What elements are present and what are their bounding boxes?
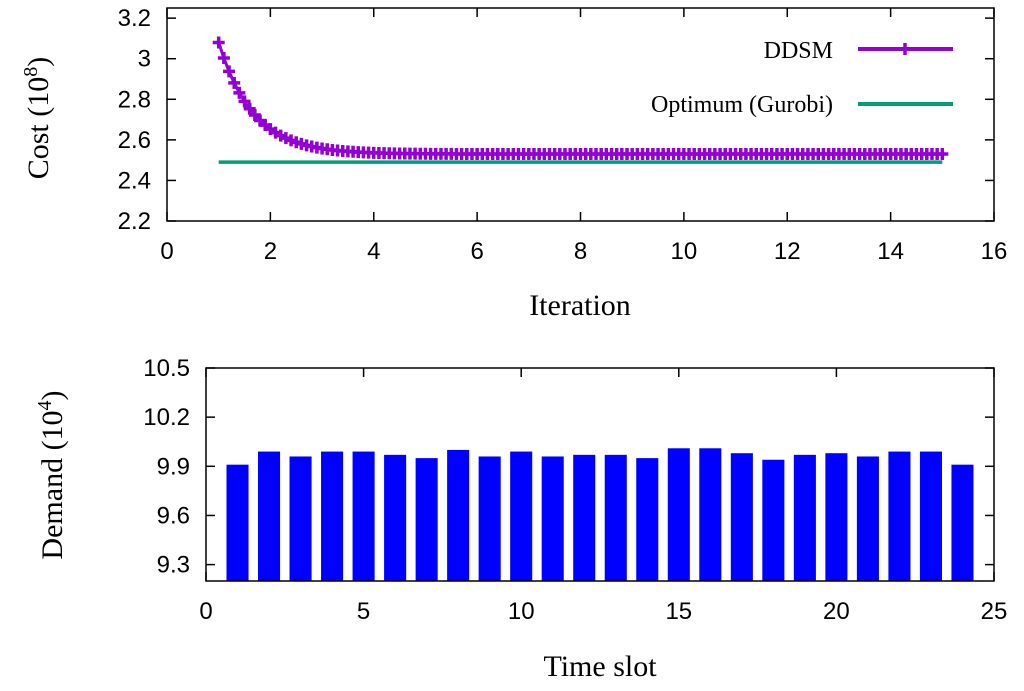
demand-bar [258, 451, 281, 581]
demand-chart: 0 5 10 15 20 25 9.3 9.6 9.9 10.2 10.5 Time slot De… [34, 355, 1007, 683]
demand-chart-frame [205, 367, 995, 582]
cost-y-axis-close: ) [22, 57, 55, 67]
y-tick-label: 9.6 [157, 502, 190, 529]
demand-bar [762, 459, 785, 581]
demand-bar [951, 464, 974, 581]
y-tick-label: 9.9 [157, 453, 190, 480]
demand-bar [226, 464, 249, 581]
demand-x-axis-title: Time slot [543, 650, 657, 683]
x-tick-label: 16 [981, 238, 1008, 265]
cost-chart-series [212, 36, 949, 164]
demand-bar [510, 451, 533, 581]
demand-chart-bars [226, 448, 974, 581]
y-tick-label: 2.2 [118, 208, 151, 235]
x-tick-label: 10 [671, 238, 698, 265]
y-tick-label: 2.4 [118, 167, 151, 194]
demand-bar [541, 456, 564, 581]
demand-y-axis-title: Demand (104) [34, 390, 69, 559]
demand-y-axis-exponent: 4 [34, 400, 56, 410]
ddsm-point [936, 148, 949, 161]
legend-marker-point [899, 43, 911, 55]
y-tick-label: 3.2 [118, 5, 151, 32]
x-tick-label: 4 [367, 238, 380, 265]
demand-bar [384, 454, 407, 581]
y-tick-label: 10.5 [143, 355, 190, 382]
demand-bar [289, 456, 312, 581]
y-tick-label: 10.2 [143, 404, 190, 431]
demand-bar [352, 451, 375, 581]
ddsm-point [238, 95, 251, 108]
x-tick-label: 15 [665, 598, 692, 625]
cost-chart: 0 2 4 6 8 10 12 14 16 2.2 2.4 2.6 2.8 3 3.2 DDSM Optim… [20, 5, 1007, 322]
cost-y-axis-title: Cost (108) [20, 57, 55, 180]
demand-bar [604, 454, 627, 581]
demand-bar [478, 456, 501, 581]
y-tick-label: 2.6 [118, 127, 151, 154]
y-tick-label: 2.8 [118, 86, 151, 113]
ddsm-line [217, 42, 943, 156]
x-tick-label: 20 [823, 598, 850, 625]
legend-marker-ddsm [899, 43, 911, 55]
x-tick-label: 14 [877, 238, 904, 265]
x-tick-label: 12 [774, 238, 801, 265]
ddsm-point [217, 52, 230, 65]
cost-chart-frame [166, 7, 995, 222]
x-tick-label: 10 [508, 598, 535, 625]
x-tick-label: 6 [470, 238, 483, 265]
cost-chart-ticks: 0 2 4 6 8 10 12 14 16 2.2 2.4 2.6 2.8 3 3.2 [118, 5, 1008, 265]
demand-bar [856, 456, 879, 581]
ddsm-point [212, 36, 225, 49]
demand-bar [636, 458, 659, 581]
x-tick-label: 5 [357, 598, 370, 625]
legend-label-ddsm: DDSM [764, 38, 833, 64]
ddsm-point [233, 86, 246, 99]
demand-bar [825, 453, 848, 581]
x-tick-label: 25 [981, 598, 1008, 625]
demand-bar [415, 458, 438, 581]
x-tick-label: 8 [574, 238, 587, 265]
x-tick-label: 0 [160, 238, 173, 265]
demand-bar [699, 448, 722, 581]
ddsm-point [223, 65, 236, 78]
x-tick-label: 2 [264, 238, 277, 265]
demand-chart-ticks: 0 5 10 15 20 25 9.3 9.6 9.9 10.2 10.5 [143, 355, 1007, 625]
y-tick-label: 3 [138, 46, 151, 73]
demand-bar [667, 448, 690, 581]
cost-chart-legend: DDSM Optimum (Gurobi) [651, 38, 953, 118]
demand-bar [573, 454, 596, 581]
y-tick-label: 9.3 [157, 552, 190, 579]
demand-y-axis-close: ) [36, 390, 69, 400]
demand-bar [730, 453, 753, 581]
x-tick-label: 0 [199, 598, 212, 625]
demand-bar [793, 454, 816, 581]
ddsm-point [243, 102, 256, 115]
demand-bar [447, 449, 470, 581]
legend-label-optimum: Optimum (Gurobi) [651, 92, 833, 118]
ddsm-point [228, 76, 241, 89]
cost-x-axis-title: Iteration [529, 289, 631, 322]
cost-y-axis-exponent: 8 [20, 67, 42, 77]
demand-bar [888, 451, 911, 581]
demand-bar [919, 451, 942, 581]
demand-bar [321, 451, 344, 581]
